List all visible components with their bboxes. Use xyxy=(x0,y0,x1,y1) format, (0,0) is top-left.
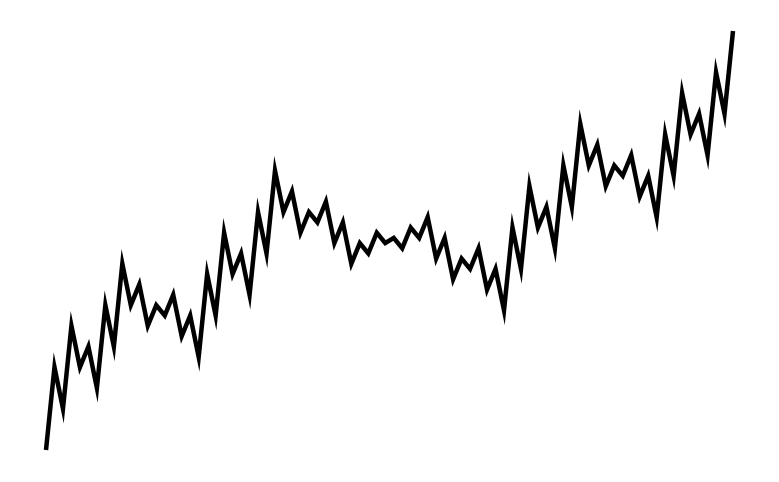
fractal-zigzag-curve xyxy=(43,30,736,451)
